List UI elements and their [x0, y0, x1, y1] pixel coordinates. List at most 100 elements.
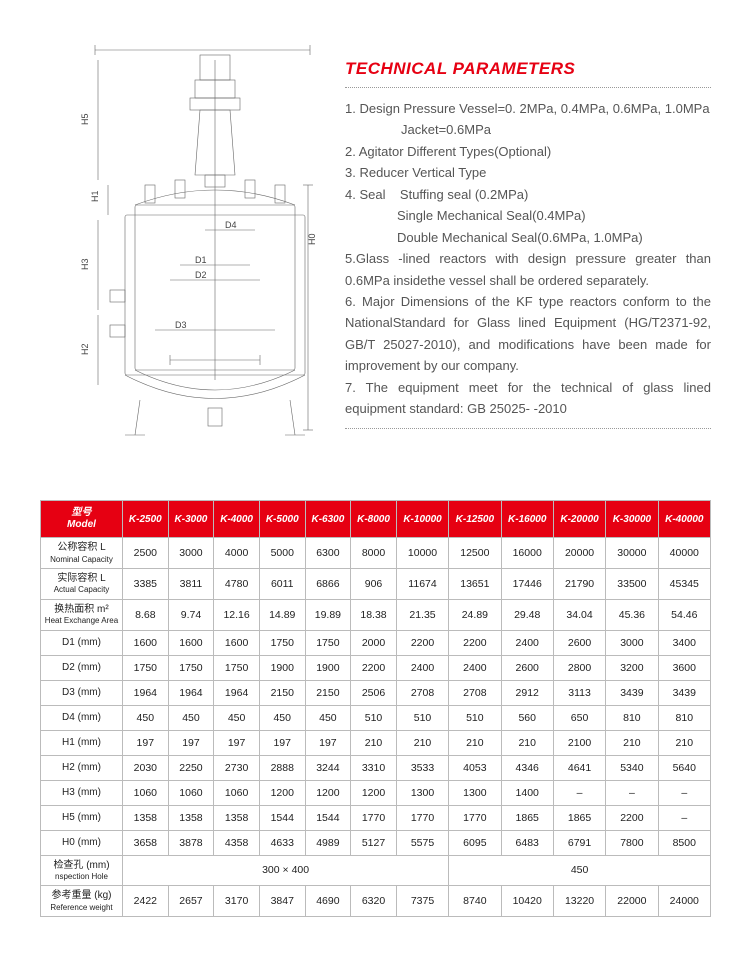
table-cell: 2200	[449, 630, 501, 655]
model-col: K-4000	[214, 501, 260, 538]
table-cell: 1750	[123, 655, 169, 680]
param-4b: Single Mechanical Seal(0.4MPa)	[345, 205, 711, 226]
table-cell: 2708	[396, 680, 448, 705]
table-cell: 510	[449, 705, 501, 730]
row-label: D3 (mm)	[41, 680, 123, 705]
table-cell: 1358	[214, 805, 260, 830]
table-cell: 5127	[351, 830, 397, 855]
table-cell: 450	[214, 705, 260, 730]
table-cell: 450	[259, 705, 305, 730]
table-cell: 3000	[606, 630, 658, 655]
model-col: K-30000	[606, 501, 658, 538]
table-cell: 2200	[351, 655, 397, 680]
param-3: 3. Reducer Vertical Type	[345, 162, 711, 183]
table-cell: 4358	[214, 830, 260, 855]
table-row: 公称容积 LNominal Capacity250030004000500063…	[41, 538, 711, 569]
table-cell: 2250	[168, 755, 214, 780]
model-col: K-6300	[305, 501, 351, 538]
model-col: K-5000	[259, 501, 305, 538]
table-cell: 650	[553, 705, 605, 730]
table-row: H3 (mm)106010601060120012001200130013001…	[41, 780, 711, 805]
table-cell: 1060	[214, 780, 260, 805]
param-4c: Double Mechanical Seal(0.6MPa, 1.0MPa)	[345, 227, 711, 248]
divider	[345, 87, 711, 88]
table-cell: 510	[351, 705, 397, 730]
table-cell: 1544	[305, 805, 351, 830]
table-row: D4 (mm)450450450450450510510510560650810…	[41, 705, 711, 730]
table-cell: 210	[449, 730, 501, 755]
table-cell: 4000	[214, 538, 260, 569]
row-label: 参考重量 (kg)Reference weight	[41, 886, 123, 917]
row-label: H0 (mm)	[41, 830, 123, 855]
table-cell: 1060	[168, 780, 214, 805]
table-cell: 4053	[449, 755, 501, 780]
table-cell: 10420	[501, 886, 553, 917]
table-cell: 21.35	[396, 599, 448, 630]
model-col: K-8000	[351, 501, 397, 538]
table-cell: 10000	[396, 538, 448, 569]
table-cell: 22000	[606, 886, 658, 917]
table-cell: 197	[305, 730, 351, 755]
param-1b: Jacket=0.6MPa	[345, 119, 711, 140]
table-cell: 2500	[123, 538, 169, 569]
table-cell: 3385	[123, 568, 169, 599]
table-cell: 810	[658, 705, 710, 730]
table-body: 公称容积 LNominal Capacity250030004000500063…	[41, 538, 711, 917]
table-cell: 5340	[606, 755, 658, 780]
table-cell: 8500	[658, 830, 710, 855]
table-row: 换热面积 m²Heat Exchange Area8.689.7412.1614…	[41, 599, 711, 630]
svg-text:H5: H5	[80, 113, 90, 125]
table-cell: 54.46	[658, 599, 710, 630]
table-cell: 197	[214, 730, 260, 755]
table-cell: 3439	[658, 680, 710, 705]
table-cell: 1750	[168, 655, 214, 680]
svg-text:H2: H2	[80, 343, 90, 355]
table-row: H5 (mm)135813581358154415441770177017701…	[41, 805, 711, 830]
table-cell: 3310	[351, 755, 397, 780]
svg-text:H0: H0	[307, 233, 317, 245]
table-cell: 6791	[553, 830, 605, 855]
table-cell: 1750	[305, 630, 351, 655]
table-cell: 510	[396, 705, 448, 730]
svg-text:D1: D1	[195, 255, 207, 265]
table-cell: 3658	[123, 830, 169, 855]
table-cell: 810	[606, 705, 658, 730]
table-cell: 2600	[501, 655, 553, 680]
table-cell: 12500	[449, 538, 501, 569]
table-cell: 13651	[449, 568, 501, 599]
table-cell: 1060	[123, 780, 169, 805]
row-label: D1 (mm)	[41, 630, 123, 655]
table-cell: 2150	[259, 680, 305, 705]
table-cell: 13220	[553, 886, 605, 917]
table-cell: 8740	[449, 886, 501, 917]
table-cell: 3200	[606, 655, 658, 680]
table-row: 检查孔 (mm)nspection Hole300 × 400450	[41, 855, 711, 886]
table-cell: 3000	[168, 538, 214, 569]
table-cell: 34.04	[553, 599, 605, 630]
table-cell: 2912	[501, 680, 553, 705]
model-col: K-20000	[553, 501, 605, 538]
table-row: 实际容积 LActual Capacity3385381147806011686…	[41, 568, 711, 599]
table-cell: 3600	[658, 655, 710, 680]
table-cell: 1200	[259, 780, 305, 805]
model-col: K-3000	[168, 501, 214, 538]
table-cell: 210	[501, 730, 553, 755]
table-cell: 4690	[305, 886, 351, 917]
table-cell: 2000	[351, 630, 397, 655]
param-4: 4. Seal Stuffing seal (0.2MPa)	[345, 184, 711, 205]
table-cell: 2506	[351, 680, 397, 705]
table-cell: 3878	[168, 830, 214, 855]
table-row: D2 (mm)175017501750190019002200240024002…	[41, 655, 711, 680]
row-label: H5 (mm)	[41, 805, 123, 830]
table-cell: 1900	[259, 655, 305, 680]
table-cell: 2600	[553, 630, 605, 655]
row-label: H1 (mm)	[41, 730, 123, 755]
table-cell: 210	[396, 730, 448, 755]
table-cell: 1600	[168, 630, 214, 655]
table-cell: 4989	[305, 830, 351, 855]
table-cell: 3439	[606, 680, 658, 705]
table-cell: 4641	[553, 755, 605, 780]
table-cell: 210	[658, 730, 710, 755]
table-cell: 906	[351, 568, 397, 599]
model-col: K-10000	[396, 501, 448, 538]
